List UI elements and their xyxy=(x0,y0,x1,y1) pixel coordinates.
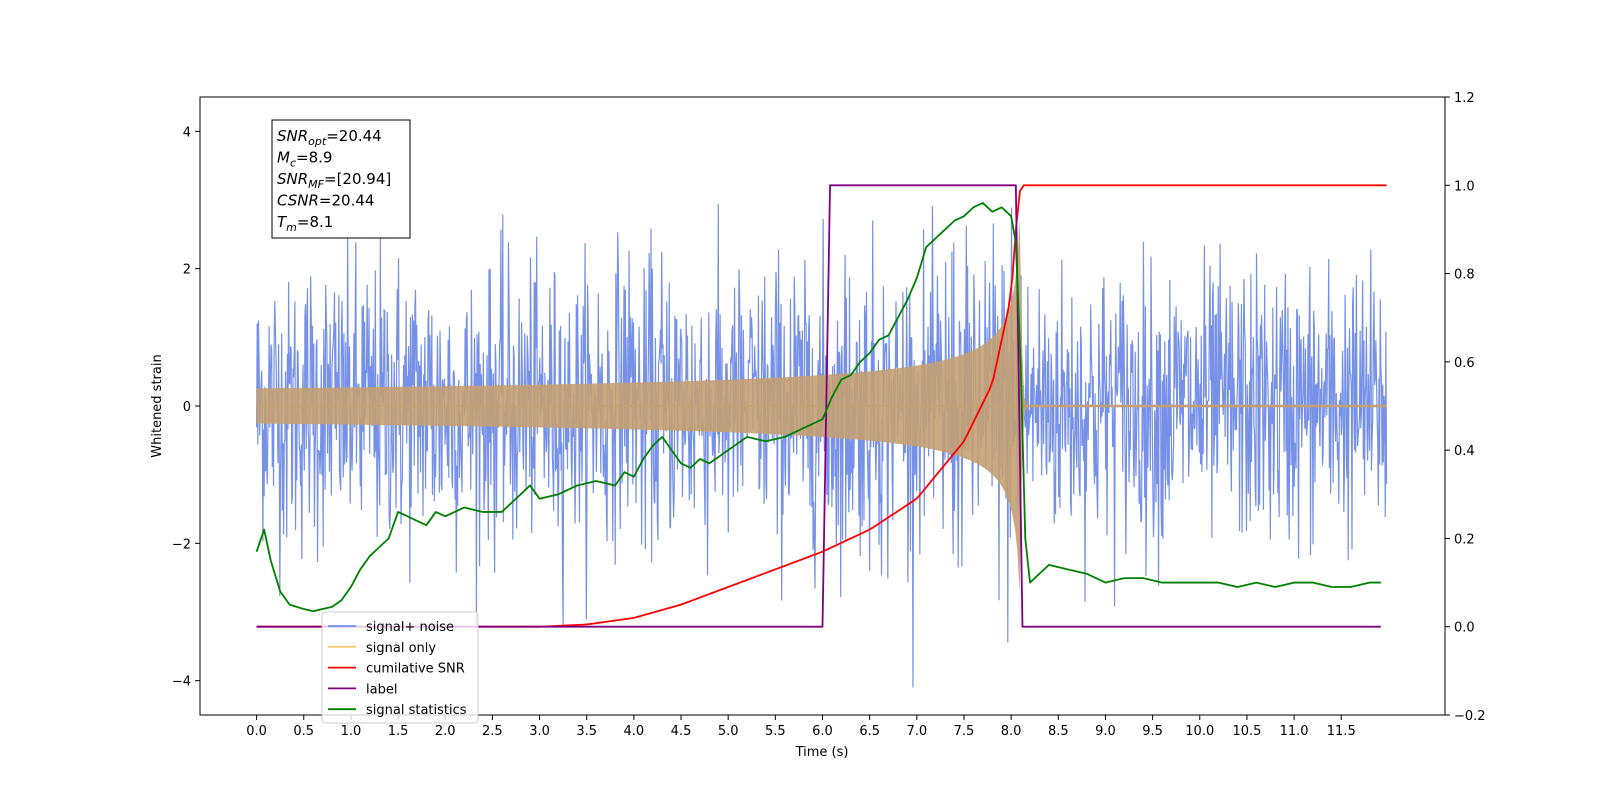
y-left-tick-label: −4 xyxy=(172,675,191,690)
x-tick-label: 11.0 xyxy=(1280,724,1309,739)
info-box-line: CSNR=20.44 xyxy=(277,192,374,210)
info-box-line: Mc=8.9 xyxy=(277,149,332,170)
x-tick-label: 1.5 xyxy=(388,724,409,739)
x-tick-label: 0.0 xyxy=(246,724,267,739)
info-box-frame xyxy=(271,119,411,239)
x-tick-label: 3.5 xyxy=(576,724,597,739)
x-tick-label: 3.0 xyxy=(529,724,550,739)
y-right-tick-label: 0.6 xyxy=(1454,356,1475,371)
y-right-tick-label: 0.0 xyxy=(1454,621,1475,636)
info-box-line: SNRopt=20.44 xyxy=(277,127,382,148)
x-axis-label: Time (s) xyxy=(795,745,849,760)
x-tick-label: 4.0 xyxy=(624,724,645,739)
series-label xyxy=(256,184,1381,628)
x-tick-label: 5.0 xyxy=(718,724,739,739)
x-tick-label: 9.5 xyxy=(1142,724,1163,739)
x-tick-label: 5.5 xyxy=(765,724,786,739)
series-signal-statistics xyxy=(255,202,1381,613)
x-axis-ticks: 0.0 0.5 1.0 1.5 2.0 2.5 3.0 3.5 4.0 4.5 5.0 5.5 6.0 6… xyxy=(246,715,1356,739)
y-right-tick-label: 0.2 xyxy=(1454,532,1475,547)
y-left-tick-label: 2 xyxy=(183,263,191,278)
legend: signal+ noise signal only cumilative SNR la… xyxy=(321,611,479,724)
x-tick-label: 11.5 xyxy=(1327,724,1356,739)
info-box: SNRopt=20.44Mc=8.9SNRMF=[20.94]CSNR=20.4… xyxy=(271,119,411,239)
x-tick-label: 7.0 xyxy=(906,724,927,739)
y-right-tick-label: 0.8 xyxy=(1454,268,1475,283)
x-tick-label: 10.0 xyxy=(1185,724,1214,739)
x-tick-label: 8.5 xyxy=(1048,724,1069,739)
y-left-tick-label: 4 xyxy=(183,125,191,140)
legend-label: signal statistics xyxy=(366,703,467,718)
x-tick-label: 9.0 xyxy=(1095,724,1116,739)
y-right-tick-label: 1.0 xyxy=(1454,179,1475,194)
x-tick-label: 6.5 xyxy=(859,724,880,739)
y-right-tick-label: 1.2 xyxy=(1454,91,1475,106)
x-tick-label: 0.5 xyxy=(293,724,314,739)
legend-frame xyxy=(321,611,479,724)
info-box-line: Tm=8.1 xyxy=(277,213,333,234)
x-tick-label: 2.5 xyxy=(482,724,503,739)
legend-label: cumilative SNR xyxy=(366,662,465,677)
info-box-line: SNRMF=[20.94] xyxy=(277,170,391,191)
y-right-tick-label: −0.2 xyxy=(1454,709,1486,724)
legend-label: signal only xyxy=(366,641,436,656)
y-right-axis-ticks: −0.2 0.0 0.2 0.4 0.6 0.8 1.0 1.2 xyxy=(1445,91,1486,724)
x-tick-label: 6.0 xyxy=(812,724,833,739)
x-tick-label: 4.5 xyxy=(671,724,692,739)
legend-label: signal+ noise xyxy=(366,620,454,635)
y-left-tick-label: 0 xyxy=(183,400,191,415)
x-tick-label: 7.5 xyxy=(954,724,975,739)
y-left-tick-label: −2 xyxy=(172,537,191,552)
y-right-tick-label: 0.4 xyxy=(1454,444,1475,459)
x-tick-label: 2.0 xyxy=(435,724,456,739)
y-left-axis-label: Whitened strain xyxy=(150,354,165,457)
x-tick-label: 10.5 xyxy=(1232,724,1261,739)
x-tick-label: 1.0 xyxy=(341,724,362,739)
y-left-axis-ticks: −4 −2 0 2 4 xyxy=(172,125,200,690)
x-tick-label: 8.0 xyxy=(1001,724,1022,739)
legend-label: label xyxy=(366,682,397,697)
